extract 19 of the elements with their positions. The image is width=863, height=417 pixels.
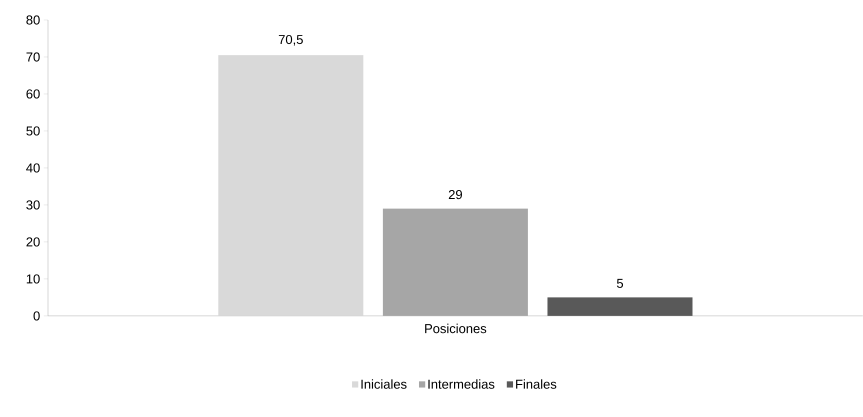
y-tick-label: 50: [26, 126, 40, 136]
y-tick-label: 60: [26, 89, 40, 99]
data-label: 29: [448, 190, 462, 200]
y-tick-label: 0: [34, 311, 40, 321]
bar: [382, 208, 528, 316]
y-tick-label: 40: [26, 163, 40, 173]
bar: [547, 297, 693, 316]
data-label: 5: [616, 278, 624, 288]
legend-label: Iniciales: [361, 379, 407, 389]
y-tick-label: 20: [26, 237, 40, 247]
bar: [218, 55, 364, 316]
x-tick-label: Posiciones: [425, 324, 486, 334]
y-tick-label: 30: [26, 200, 40, 210]
legend-label: Intermedias: [428, 379, 494, 389]
data-label: 70,5: [278, 34, 303, 46]
y-tick-label: 10: [26, 274, 40, 284]
legend-label: Finales: [516, 379, 556, 389]
y-tick-label: 70: [26, 52, 40, 62]
y-tick-label: 80: [26, 15, 40, 25]
